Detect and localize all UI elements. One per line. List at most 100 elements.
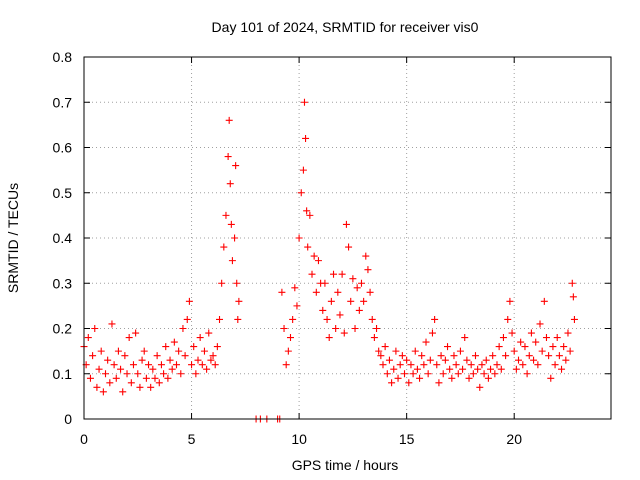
- data-point: [338, 270, 346, 278]
- data-point: [181, 352, 189, 360]
- y-tick-label: 0.2: [53, 321, 73, 337]
- data-point: [119, 388, 127, 396]
- data-point: [360, 297, 368, 305]
- y-tick-label: 0.8: [53, 49, 73, 65]
- data-point: [172, 361, 180, 369]
- data-point: [84, 334, 92, 342]
- data-point: [233, 279, 241, 287]
- data-point: [185, 297, 193, 305]
- data-point: [476, 383, 484, 391]
- data-point: [330, 270, 338, 278]
- data-point: [553, 334, 561, 342]
- data-point: [278, 288, 286, 296]
- data-point: [321, 279, 329, 287]
- data-point: [97, 347, 105, 355]
- data-point: [209, 352, 217, 360]
- data-point: [469, 370, 477, 378]
- data-point: [297, 189, 305, 197]
- data-point: [362, 252, 370, 260]
- x-tick-label: 15: [399, 431, 415, 447]
- data-point: [512, 365, 520, 373]
- data-point: [418, 352, 426, 360]
- data-point: [375, 347, 383, 355]
- data-point: [222, 211, 230, 219]
- data-point: [499, 334, 507, 342]
- data-point: [527, 329, 535, 337]
- data-point: [183, 315, 191, 323]
- data-point: [155, 379, 163, 387]
- data-point: [551, 361, 559, 369]
- data-point: [401, 370, 409, 378]
- data-point: [497, 365, 505, 373]
- y-tick-label: 0.5: [53, 185, 73, 201]
- y-tick-label: 0.3: [53, 275, 73, 291]
- data-point: [218, 279, 226, 287]
- data-point: [302, 134, 310, 142]
- data-point: [437, 352, 445, 360]
- data-point: [89, 352, 97, 360]
- data-point: [405, 379, 413, 387]
- data-point: [166, 356, 174, 364]
- data-point: [368, 315, 376, 323]
- data-point: [226, 180, 234, 188]
- data-point: [293, 302, 301, 310]
- data-point: [325, 334, 333, 342]
- data-point: [530, 356, 538, 364]
- y-tick-label: 0.7: [53, 94, 73, 110]
- data-point: [351, 325, 359, 332]
- y-tick-label: 0.4: [53, 230, 73, 246]
- data-point: [428, 329, 436, 337]
- data-point: [441, 356, 449, 364]
- ticks: 0 0.1 0.2 0.3 0.4 0.5 0.6 0.7 0.8 0 5 10 15 20: [53, 49, 611, 447]
- data-point: [515, 356, 523, 364]
- data-point: [304, 243, 312, 251]
- data-point: [521, 343, 529, 351]
- data-point: [188, 361, 196, 369]
- data-point: [456, 347, 464, 355]
- data-point: [168, 365, 176, 373]
- data-point: [134, 370, 142, 378]
- data-point: [366, 288, 374, 296]
- data-point: [452, 361, 460, 369]
- plot-frame: [83, 56, 612, 420]
- data-point: [142, 374, 150, 382]
- data-point: [353, 284, 361, 292]
- data-point: [132, 329, 140, 337]
- data-point: [225, 116, 233, 124]
- data-point: [123, 370, 131, 378]
- data-point: [149, 365, 157, 373]
- data-point: [235, 297, 243, 305]
- data-point: [291, 284, 299, 292]
- data-point: [532, 338, 540, 346]
- data-point: [308, 270, 316, 278]
- data-point: [106, 379, 114, 387]
- data-point: [203, 365, 211, 373]
- data-point: [91, 325, 99, 332]
- data-point: [162, 343, 170, 351]
- data-point: [125, 334, 133, 342]
- data-point: [431, 315, 439, 323]
- data-point: [323, 315, 331, 323]
- data-point: [467, 361, 475, 369]
- x-tick-label: 5: [188, 431, 196, 447]
- data-point: [398, 352, 406, 360]
- data-point: [547, 374, 555, 382]
- data-point: [334, 288, 342, 296]
- data-point: [314, 257, 322, 265]
- data-point: [357, 279, 365, 287]
- data-point: [319, 306, 327, 314]
- data-point: [390, 365, 398, 373]
- data-point: [517, 338, 525, 346]
- data-point: [549, 343, 557, 351]
- data-point: [495, 343, 503, 351]
- data-point: [213, 343, 221, 351]
- data-point: [411, 347, 419, 355]
- data-point: [396, 361, 404, 369]
- data-point: [407, 361, 415, 369]
- data-point: [450, 352, 458, 360]
- y-tick-label: 0: [64, 411, 72, 427]
- data-point: [347, 297, 355, 305]
- data-point: [282, 361, 290, 369]
- data-point: [540, 297, 548, 305]
